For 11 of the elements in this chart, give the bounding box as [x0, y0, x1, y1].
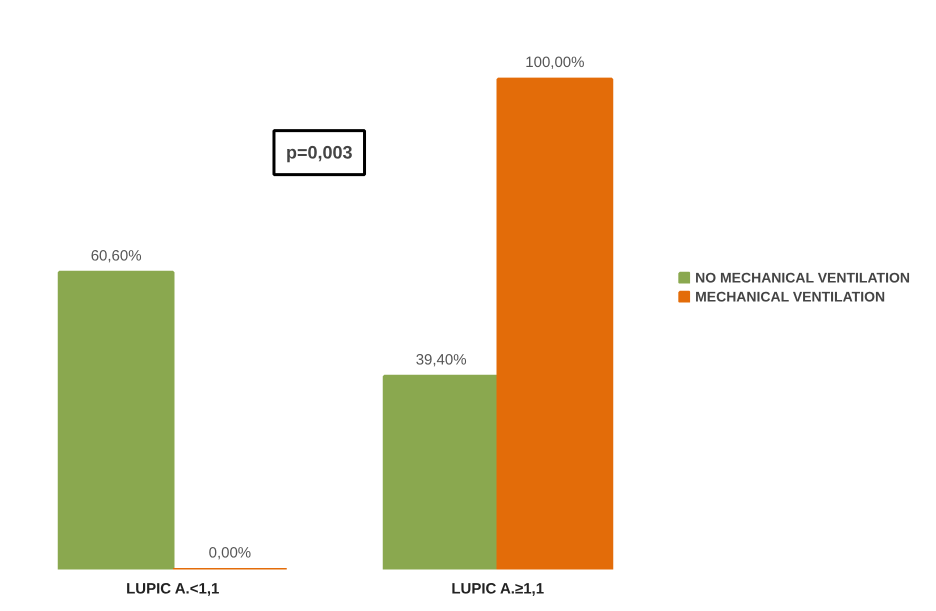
- data-label: 0,00%: [208, 544, 252, 562]
- data-label: 39,40%: [416, 351, 467, 368]
- bar: [496, 78, 614, 570]
- x-tick-label: LUPIC A.<1,1: [126, 580, 220, 598]
- legend-label: MECHANICAL VENTILATION: [695, 288, 886, 304]
- x-tick-label: LUPIC A.≥1,1: [451, 580, 544, 598]
- data-label: 60,60%: [90, 247, 142, 264]
- legend-label: NO MECHANICAL VENTILATION: [695, 270, 910, 286]
- bar: [58, 270, 174, 570]
- annotation: p=0,003: [286, 142, 353, 163]
- data-label: 100,00%: [525, 54, 584, 72]
